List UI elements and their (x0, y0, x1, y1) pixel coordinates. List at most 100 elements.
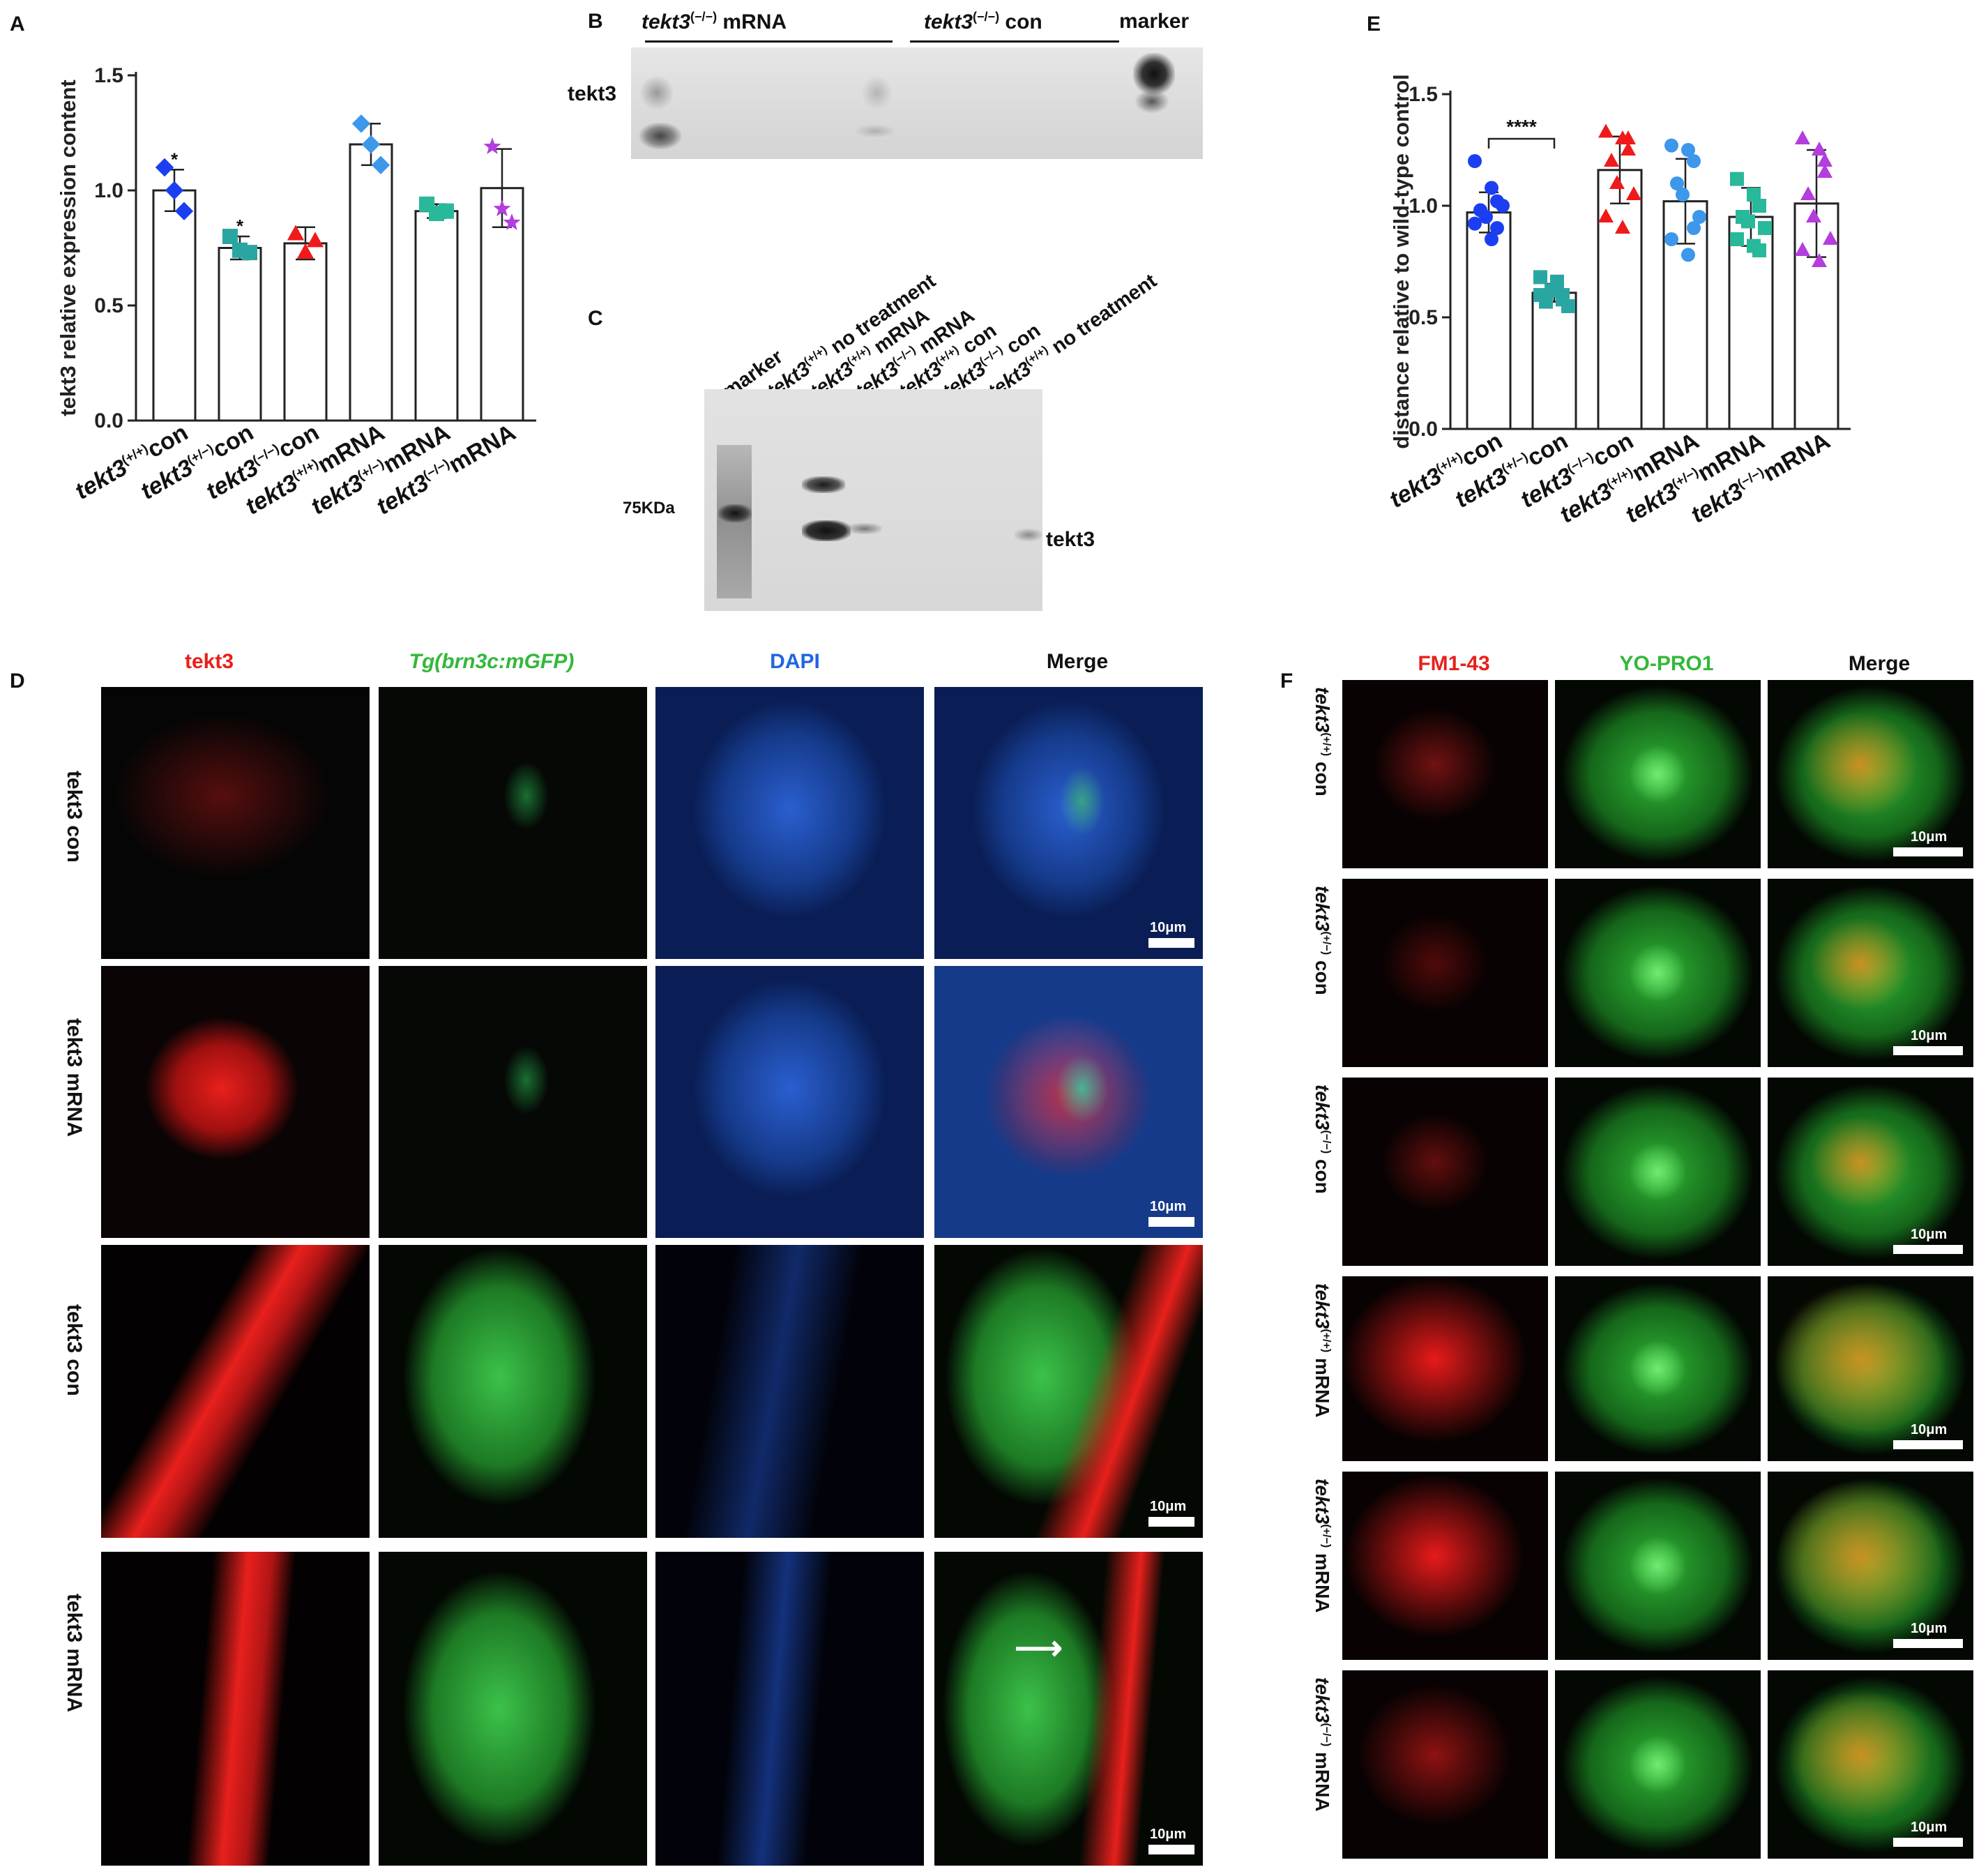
data-point (1676, 188, 1690, 202)
f-row-condition: con (1312, 955, 1333, 995)
d-col-gfp: Tg(brn3c:mGFP) (409, 650, 575, 673)
d-image-r3-c3 (655, 1245, 924, 1538)
f-image-r6-c1 (1342, 1670, 1548, 1859)
d-scale-label: 10μm (1150, 1499, 1187, 1514)
panel-letter-d: D (10, 670, 25, 693)
y-tick-label: 1.0 (94, 179, 123, 202)
f-scale-label: 10μm (1911, 1820, 1948, 1835)
y-tick-label: 0.0 (1409, 418, 1438, 441)
d-scale-bar (1148, 1845, 1194, 1854)
f-row-4-label: tekt3(+/+) mRNA (1311, 1283, 1333, 1418)
data-point (1626, 186, 1641, 200)
data-point (1687, 221, 1701, 235)
data-point (351, 114, 371, 133)
d-image-r4-c3 (655, 1552, 924, 1866)
blot-c-membrane (704, 389, 1042, 611)
d-image-r2-c1 (101, 966, 370, 1238)
data-point (1812, 142, 1827, 156)
f-col-yo: YO-PRO1 (1619, 652, 1714, 675)
data-point (1485, 232, 1498, 246)
f-row-genotype: (−/−) (1320, 1723, 1333, 1747)
arrow-icon: ⟶ (1015, 1630, 1063, 1667)
f-image-r5-c3 (1768, 1472, 1973, 1660)
blot-b-membrane (631, 47, 1203, 159)
f-row-gene: tekt3 (1312, 1283, 1333, 1329)
d-scale-bar (1148, 1217, 1194, 1227)
d-row-3-label: tekt3 con (63, 1304, 86, 1396)
data-point (1479, 210, 1493, 224)
data-point (1823, 231, 1838, 245)
f-scale-bar (1893, 1046, 1963, 1055)
f-row-genotype: (+/−) (1320, 931, 1333, 955)
data-point (1533, 288, 1547, 302)
d-image-r4-c1 (101, 1552, 370, 1866)
data-point (1468, 216, 1482, 231)
blot-b-group2-line (910, 40, 1119, 43)
d-image-r1-c4 (934, 687, 1203, 959)
blot-c-band-label: tekt3 (1046, 528, 1095, 551)
data-point (1747, 188, 1761, 202)
panel-letter-e: E (1367, 13, 1381, 36)
f-image-r4-c3 (1768, 1276, 1973, 1461)
data-point (242, 245, 257, 261)
bar (1466, 211, 1512, 430)
data-point (1664, 138, 1678, 153)
d-image-r2-c4 (934, 966, 1203, 1238)
bar (414, 210, 459, 422)
data-point (1800, 186, 1816, 200)
f-image-r3-c1 (1342, 1078, 1548, 1266)
data-point (1609, 175, 1625, 189)
f-image-r5-c2 (1555, 1472, 1761, 1660)
y-tick-label: 0.5 (94, 294, 123, 317)
d-scale-label: 10μm (1150, 1199, 1187, 1214)
y-tick-label: 0.5 (1409, 306, 1438, 329)
f-row-gene: tekt3 (1312, 687, 1333, 733)
y-axis-label: tekt3 relative expression content (56, 80, 80, 416)
data-point (493, 199, 511, 217)
data-point (1812, 253, 1827, 267)
f-image-r3-c2 (1555, 1078, 1761, 1266)
f-row-gene: tekt3 (1312, 886, 1333, 932)
d-scale-bar (1148, 938, 1194, 948)
f-row-condition: mRNA (1312, 1352, 1333, 1418)
lane-condition: no treatment (1042, 269, 1161, 362)
y-tick-label: 0.0 (94, 409, 123, 432)
f-scale-label: 10μm (1911, 829, 1948, 845)
f-row-5-label: tekt3(+/−) mRNA (1311, 1479, 1333, 1613)
blot-b-group1-line (645, 40, 893, 43)
data-point (1598, 123, 1614, 138)
d-scale-label: 10μm (1150, 920, 1187, 935)
data-point (1681, 143, 1695, 157)
data-point (1604, 153, 1619, 167)
data-point (1817, 153, 1833, 167)
f-row-3-label: tekt3(−/−) con (1311, 1085, 1333, 1194)
f-image-r1-c3 (1768, 680, 1973, 868)
f-row-2-label: tekt3(+/−) con (1311, 886, 1333, 995)
blot-b-band-label: tekt3 (568, 82, 617, 105)
f-scale-bar (1893, 1639, 1963, 1648)
data-point (1490, 221, 1504, 235)
bar (152, 189, 197, 422)
d-image-r2-c3 (655, 966, 924, 1238)
blot-b-group2-label: tekt3(−/−) con (924, 10, 1042, 33)
significance-star: * (171, 149, 179, 169)
data-point (361, 135, 381, 154)
data-point (1730, 172, 1744, 186)
data-point (306, 232, 324, 248)
data-point (287, 225, 305, 241)
f-image-r2-c3 (1768, 879, 1973, 1067)
d-row-2-label: tekt3 mRNA (63, 1018, 86, 1138)
category-condition: mRNA (444, 419, 520, 478)
bar (1597, 169, 1643, 430)
bar (349, 143, 393, 422)
data-point (1817, 164, 1833, 178)
data-point (1752, 199, 1766, 213)
data-point (1621, 142, 1636, 156)
f-image-r2-c1 (1342, 879, 1548, 1067)
data-point (1664, 232, 1678, 246)
f-scale-label: 10μm (1911, 1227, 1948, 1242)
category-condition: mRNA (1759, 428, 1835, 487)
data-point (1533, 270, 1547, 285)
f-row-gene: tekt3 (1312, 1479, 1333, 1525)
f-row-genotype: (+/−) (1320, 1524, 1333, 1548)
